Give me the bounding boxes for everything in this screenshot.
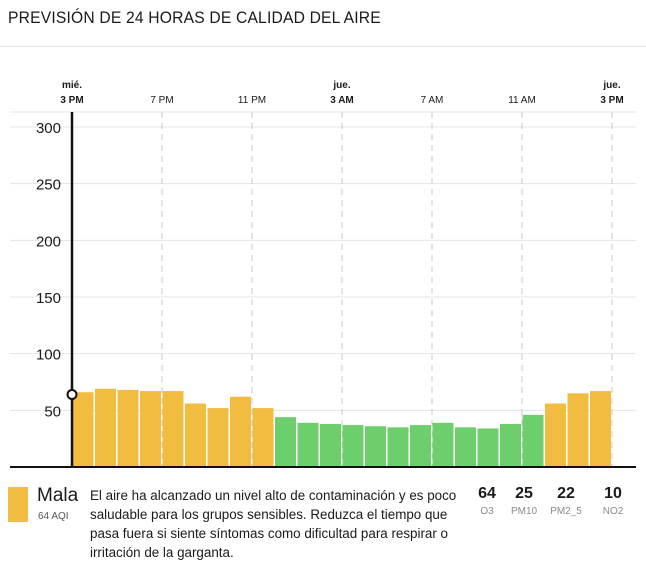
aqi-bar bbox=[477, 428, 499, 467]
aqi-description: El aire ha alcanzado un nivel alto de co… bbox=[90, 488, 457, 560]
pollutant-name: PM2_5 bbox=[550, 506, 582, 517]
aqi-bar bbox=[185, 403, 206, 467]
pollutant-pm2-5: 22 PM2_5 bbox=[542, 485, 590, 517]
aqi-bar bbox=[230, 396, 251, 467]
aqi-value-line: 64 AQI bbox=[38, 511, 69, 522]
x-time-label: 7 AM bbox=[421, 95, 444, 106]
y-tick-label: 300 bbox=[36, 120, 61, 137]
x-time-label: 3 PM bbox=[600, 95, 623, 106]
pollutant-value: 25 bbox=[515, 485, 533, 502]
page-title: PREVISIÓN DE 24 HORAS DE CALIDAD DEL AIR… bbox=[8, 8, 381, 27]
aqi-bar bbox=[410, 425, 431, 467]
aqi-bar bbox=[522, 414, 544, 467]
x-day-label: jue. bbox=[602, 80, 620, 91]
y-tick-label: 150 bbox=[36, 290, 61, 307]
aqi-bar bbox=[342, 425, 364, 467]
aqi-bar bbox=[365, 426, 386, 467]
pollutant-pm10: 25 PM10 bbox=[500, 485, 548, 517]
aqi-bar bbox=[252, 408, 274, 467]
y-tick-label: 200 bbox=[36, 233, 61, 250]
aqi-forecast-chart: 50 100 150 200 250 300 mié. 3 PM 7 PM 11 PM jue. 3… bbox=[10, 80, 636, 468]
pollutant-value: 22 bbox=[557, 485, 575, 502]
aqi-bar bbox=[275, 417, 296, 467]
y-tick-label: 100 bbox=[36, 347, 61, 364]
pollutant-name: PM10 bbox=[510, 506, 538, 517]
aqi-bar bbox=[320, 423, 341, 467]
pollutant-name: O3 bbox=[480, 506, 494, 517]
x-time-label: 11 AM bbox=[508, 95, 536, 106]
aqi-summary: Mala 64 AQI El aire ha alcanzado un nive… bbox=[0, 480, 646, 565]
y-tick-label: 250 bbox=[36, 177, 61, 194]
x-time-label: 7 PM bbox=[150, 95, 173, 106]
x-day-label: jue. bbox=[332, 80, 350, 91]
pollutant-no2: 10 NO2 bbox=[589, 485, 637, 517]
pollutant-value: 10 bbox=[604, 485, 622, 502]
x-day-label: mié. bbox=[62, 80, 82, 91]
title-divider bbox=[0, 46, 646, 47]
aqi-bar bbox=[432, 422, 454, 467]
y-tick-label: 50 bbox=[44, 403, 61, 420]
aqi-bar bbox=[500, 423, 521, 467]
pollutant-o3: 64 O3 bbox=[463, 485, 511, 517]
pollutant-name: NO2 bbox=[602, 506, 624, 517]
aqi-bar bbox=[95, 388, 116, 467]
aqi-value: 64 bbox=[38, 511, 50, 522]
pollutant-value: 64 bbox=[478, 485, 496, 502]
aqi-bar bbox=[545, 403, 566, 467]
x-time-label: 11 PM bbox=[238, 95, 266, 106]
aqi-bar bbox=[567, 393, 589, 467]
aqi-bar bbox=[455, 427, 476, 467]
aqi-bar bbox=[297, 422, 319, 467]
aqi-bar bbox=[387, 427, 409, 467]
aqi-bar bbox=[162, 391, 184, 467]
aqi-category-swatch bbox=[8, 487, 28, 522]
current-value-marker bbox=[66, 388, 78, 400]
aqi-bar bbox=[117, 389, 139, 467]
x-time-label: 3 AM bbox=[330, 95, 354, 106]
aqi-bar bbox=[590, 391, 611, 467]
aqi-category-label: Mala bbox=[37, 485, 79, 506]
aqi-bar bbox=[140, 391, 161, 467]
aqi-bar bbox=[207, 408, 229, 467]
aqi-bar bbox=[72, 392, 94, 467]
aqi-unit: AQI bbox=[51, 511, 69, 522]
x-time-label: 3 PM bbox=[60, 95, 83, 106]
